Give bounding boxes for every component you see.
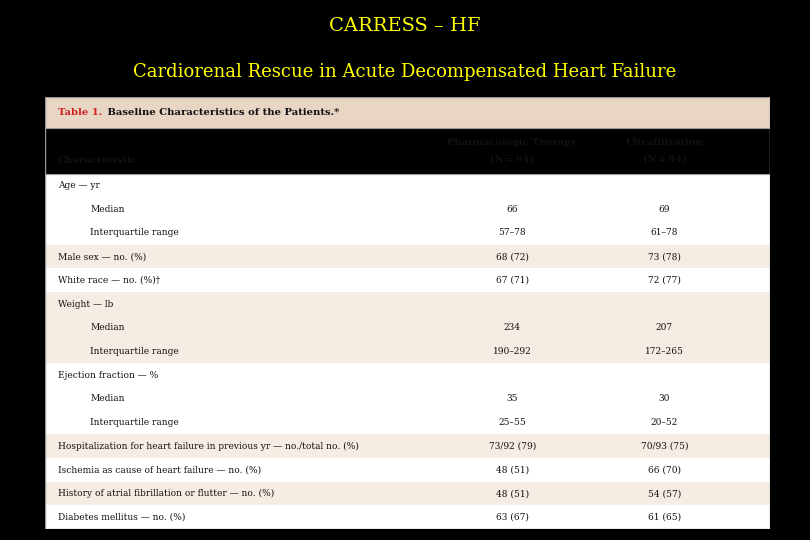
Text: 69: 69 [659,205,670,214]
Text: Diabetes mellitus — no. (%): Diabetes mellitus — no. (%) [58,513,185,522]
FancyBboxPatch shape [45,340,769,363]
Text: 25–55: 25–55 [498,418,526,427]
FancyBboxPatch shape [45,434,769,458]
Text: Ejection fraction — %: Ejection fraction — % [58,370,158,380]
Text: Male sex — no. (%): Male sex — no. (%) [58,252,146,261]
Text: Interquartile range: Interquartile range [90,418,179,427]
FancyBboxPatch shape [45,411,769,434]
FancyBboxPatch shape [45,387,769,411]
Text: Table 1.: Table 1. [58,108,102,117]
Text: Interquartile range: Interquartile range [90,228,179,238]
Text: 73/92 (79): 73/92 (79) [488,442,535,451]
FancyBboxPatch shape [45,292,769,316]
FancyBboxPatch shape [45,174,769,197]
FancyBboxPatch shape [45,97,769,129]
Text: (N = 94): (N = 94) [642,154,686,164]
FancyBboxPatch shape [45,482,769,505]
Text: 66 (70): 66 (70) [648,465,681,475]
Text: 54 (57): 54 (57) [648,489,681,498]
Text: 20–52: 20–52 [650,418,678,427]
Text: 48 (51): 48 (51) [496,465,529,475]
FancyBboxPatch shape [45,245,769,268]
Text: Median: Median [90,323,125,332]
FancyBboxPatch shape [45,268,769,292]
Text: 190–292: 190–292 [492,347,531,356]
Text: Interquartile range: Interquartile range [90,347,179,356]
FancyBboxPatch shape [45,458,769,482]
Text: Baseline Characteristics of the Patients.*: Baseline Characteristics of the Patients… [104,108,339,117]
Text: 63 (67): 63 (67) [496,513,529,522]
Text: 30: 30 [659,394,670,403]
Text: 68 (72): 68 (72) [496,252,529,261]
Text: Pharmacologic Therapy: Pharmacologic Therapy [447,138,577,147]
Text: 57–78: 57–78 [498,228,526,238]
Text: (N = 94): (N = 94) [490,154,534,164]
Text: Weight — lb: Weight — lb [58,300,113,308]
FancyBboxPatch shape [45,197,769,221]
FancyBboxPatch shape [45,505,769,529]
Text: 207: 207 [656,323,673,332]
Text: Ischemia as cause of heart failure — no. (%): Ischemia as cause of heart failure — no.… [58,465,261,475]
Text: Median: Median [90,394,125,403]
Text: 70/93 (75): 70/93 (75) [641,442,688,451]
Text: Median: Median [90,205,125,214]
Text: Age — yr: Age — yr [58,181,100,190]
Text: CARRESS – HF: CARRESS – HF [329,17,481,35]
FancyBboxPatch shape [45,221,769,245]
Text: Hospitalization for heart failure in previous yr — no./total no. (%): Hospitalization for heart failure in pre… [58,442,359,451]
Text: 172–265: 172–265 [645,347,684,356]
FancyBboxPatch shape [45,363,769,387]
Text: 48 (51): 48 (51) [496,489,529,498]
Text: Characteristic: Characteristic [58,157,138,165]
Text: 73 (78): 73 (78) [648,252,681,261]
Text: 234: 234 [504,323,521,332]
Text: 72 (77): 72 (77) [648,276,681,285]
Text: 35: 35 [506,394,518,403]
Text: White race — no. (%)†: White race — no. (%)† [58,276,160,285]
Text: 66: 66 [506,205,518,214]
Text: 61 (65): 61 (65) [648,513,681,522]
Text: History of atrial fibrillation or flutter — no. (%): History of atrial fibrillation or flutte… [58,489,274,498]
Text: Ultrafiltration: Ultrafiltration [626,138,703,147]
Text: 61–78: 61–78 [650,228,678,238]
FancyBboxPatch shape [45,316,769,340]
Text: Cardiorenal Rescue in Acute Decompensated Heart Failure: Cardiorenal Rescue in Acute Decompensate… [134,63,676,80]
Text: 67 (71): 67 (71) [496,276,529,285]
